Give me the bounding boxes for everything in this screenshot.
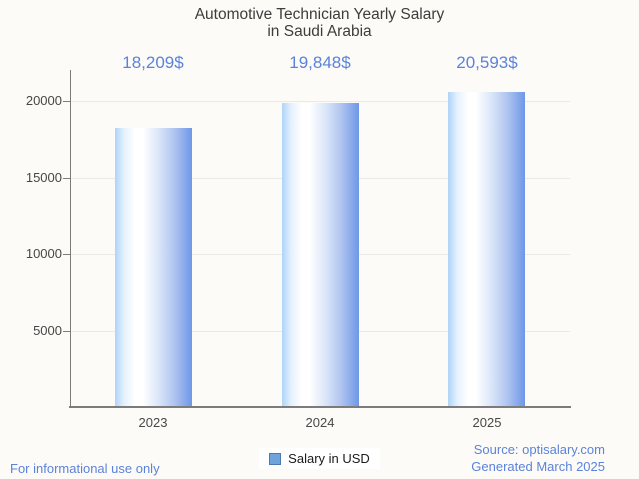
bar-2025[interactable] bbox=[448, 92, 525, 406]
y-tickmark-5000 bbox=[63, 331, 70, 332]
chart-title-line2: in Saudi Arabia bbox=[267, 23, 372, 40]
bar-2024[interactable] bbox=[282, 103, 359, 406]
source-text: Source: optisalary.com bbox=[473, 442, 605, 457]
chart-title: Automotive Technician Yearly Salary in S… bbox=[0, 6, 639, 40]
y-axis bbox=[70, 70, 71, 407]
y-tick-label-20000: 20000 bbox=[25, 93, 62, 108]
generated-text: Generated March 2025 bbox=[471, 459, 605, 474]
y-tickmark-10000 bbox=[63, 254, 70, 255]
value-label-2024: 19,848$ bbox=[289, 53, 351, 72]
y-tick-label-10000: 10000 bbox=[25, 246, 62, 261]
bar-2023[interactable] bbox=[115, 128, 192, 406]
legend: Salary in USD bbox=[0, 448, 639, 469]
x-tick-label-2025: 2025 bbox=[472, 415, 502, 430]
x-tick-label-2023: 2023 bbox=[138, 415, 168, 430]
value-label-2023: 18,209$ bbox=[122, 53, 184, 72]
gridline-20000 bbox=[70, 101, 570, 102]
y-tickmark-15000 bbox=[63, 178, 70, 179]
disclaimer-text: For informational use only bbox=[10, 461, 160, 476]
y-tickmark-20000 bbox=[63, 101, 70, 102]
x-axis bbox=[69, 406, 571, 408]
chart-title-line1: Automotive Technician Yearly Salary bbox=[194, 6, 445, 23]
source-block: Source: optisalary.com Generated March 2… bbox=[471, 441, 605, 475]
y-tick-label-5000: 5000 bbox=[33, 323, 62, 338]
x-tick-label-2024: 2024 bbox=[305, 415, 335, 430]
legend-label: Salary in USD bbox=[288, 451, 370, 466]
legend-swatch-icon bbox=[269, 452, 282, 465]
value-label-2025: 20,593$ bbox=[456, 53, 518, 72]
y-tick-label-15000: 15000 bbox=[25, 170, 62, 185]
legend-box: Salary in USD bbox=[259, 448, 380, 469]
